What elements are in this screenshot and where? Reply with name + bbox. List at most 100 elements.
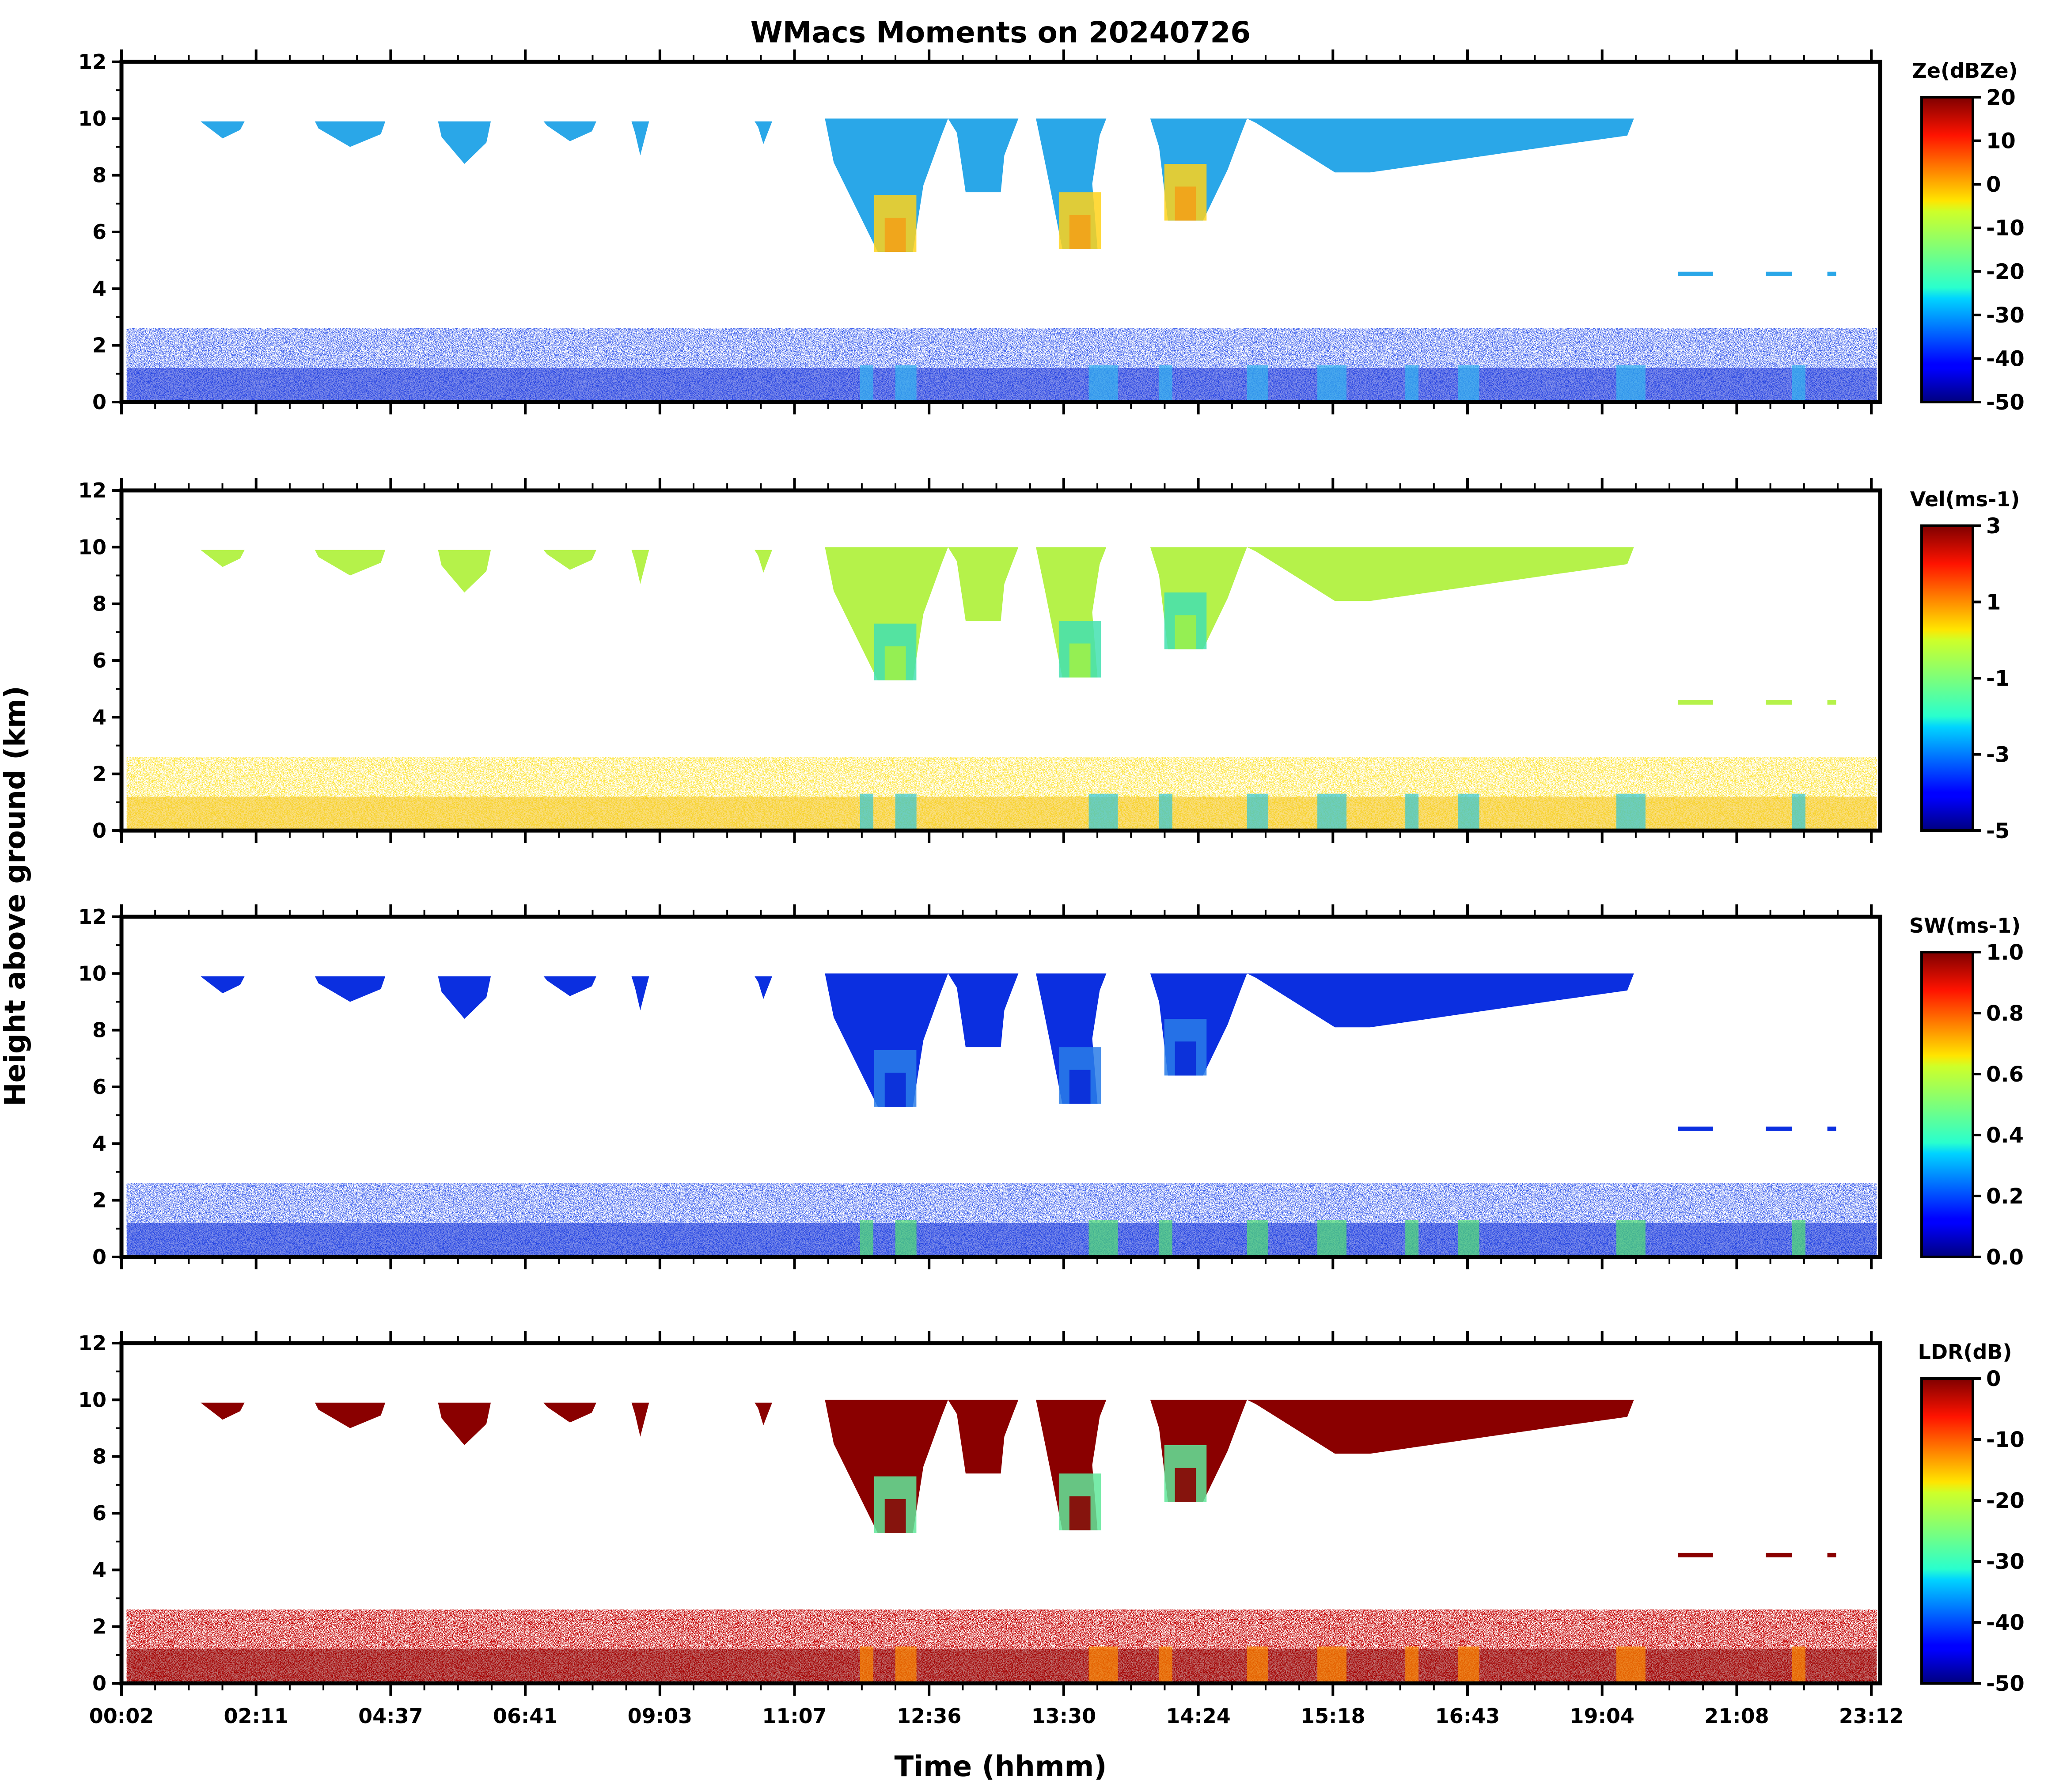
x-tick-label: 00:02	[89, 1704, 154, 1728]
colorbar-tick-label: 0.4	[1986, 1123, 2024, 1148]
panel-ze: 0 2 4 6 8 10 12 Ze(dBZe)20 10 0 -10 -20 -30 -40 -50	[78, 49, 2025, 415]
bl-cell	[1247, 793, 1268, 831]
thin-layer	[1766, 271, 1792, 276]
colorbar-tick-label: -30	[1986, 1549, 2025, 1574]
colorbar	[1920, 96, 1974, 403]
bl-cell	[1088, 1220, 1118, 1257]
colorbar-tick-label: -20	[1986, 259, 2025, 284]
y-tick-label: 6	[92, 1075, 106, 1099]
data-field-sw	[126, 973, 1877, 1257]
colorbar-title: LDR(dB)	[1918, 1340, 2012, 1364]
thin-layer	[1766, 1126, 1792, 1131]
thin-layer	[1766, 700, 1792, 705]
y-tick-label: 12	[78, 905, 106, 929]
thin-layer	[1827, 700, 1836, 705]
cloud-cell	[1247, 973, 1634, 1028]
cloud-cell	[1247, 547, 1634, 601]
y-tick-label: 8	[92, 163, 106, 187]
bl-cell	[1458, 1220, 1479, 1257]
cloud-cell	[1247, 1400, 1634, 1454]
bl-cell	[1317, 1220, 1347, 1257]
cloud-core-center	[1069, 1496, 1091, 1530]
data-field-ldr	[126, 1400, 1877, 1683]
panel-ldr: 0 2 4 6 8 10 12 00:02 02:11 04:37 06:41 09:03 11:07 1…	[78, 1331, 2025, 1728]
bl-cell	[1317, 1646, 1347, 1683]
cirrus-patch	[755, 550, 772, 573]
bl-cell	[1458, 1646, 1479, 1683]
cirrus-patch	[315, 550, 386, 576]
y-tick-label: 0	[92, 1671, 106, 1695]
colorbar-tick-label: -50	[1986, 390, 2025, 415]
bl-cell	[1616, 365, 1646, 402]
cloud-cell	[948, 547, 1019, 621]
cloud-core-center	[1175, 615, 1196, 649]
bl-cell	[1792, 1646, 1805, 1683]
cirrus-patch	[543, 976, 596, 996]
thin-layer	[1827, 1553, 1836, 1557]
cloud-core-center	[884, 646, 906, 680]
colorbar-tick-label: 0.2	[1986, 1184, 2024, 1209]
panel-sw: 0 2 4 6 8 10 12 SW(ms-1)1.0 0.8 0.6 0.4 0.2 0.0	[78, 904, 2024, 1270]
thin-layer	[1678, 1553, 1713, 1557]
cloud-core-center	[1175, 1041, 1196, 1076]
bl-cell	[1317, 365, 1347, 402]
cirrus-patch	[631, 976, 649, 1010]
cloud-core-center	[1069, 215, 1091, 249]
cirrus-patch	[755, 121, 772, 144]
bl-cell	[1159, 793, 1172, 831]
figure-title: WMacs Moments on 20240726	[751, 15, 1251, 49]
bl-cell	[1405, 1220, 1419, 1257]
colorbar-tick-label: -30	[1986, 303, 2025, 328]
bl-cell	[1616, 793, 1646, 831]
y-tick-label: 12	[78, 478, 106, 502]
cirrus-patch	[543, 1402, 596, 1423]
cloud-core-center	[884, 1072, 906, 1107]
bl-cell	[1247, 1646, 1268, 1683]
cirrus-patch	[315, 121, 386, 147]
boundary-layer-dense	[126, 1649, 1877, 1683]
y-tick-label: 4	[92, 1131, 106, 1155]
colorbar	[1920, 1377, 1974, 1685]
bl-cell	[1405, 793, 1419, 831]
bl-cell	[1317, 793, 1347, 831]
y-tick-label: 10	[78, 1388, 106, 1412]
x-tick-label: 23:12	[1839, 1704, 1904, 1728]
cloud-core-center	[1069, 643, 1091, 678]
x-tick-label: 14:24	[1166, 1704, 1230, 1728]
bl-cell	[1616, 1220, 1646, 1257]
bl-cell	[1247, 1220, 1268, 1257]
cloud-cell	[825, 118, 948, 252]
bl-cell	[895, 793, 917, 831]
y-tick-label: 2	[92, 762, 106, 786]
cloud-cell	[825, 1400, 948, 1533]
x-tick-label: 11:07	[762, 1704, 827, 1728]
x-tick-label: 12:36	[897, 1704, 961, 1728]
cloud-cell	[1247, 118, 1634, 173]
y-tick-label: 10	[78, 106, 106, 130]
x-tick-label: 19:04	[1570, 1704, 1634, 1728]
cirrus-patch	[631, 1402, 649, 1437]
thin-layer	[1766, 1553, 1792, 1557]
cloud-cell	[948, 1400, 1019, 1474]
x-tick-label: 09:03	[628, 1704, 692, 1728]
bl-cell	[1792, 1220, 1805, 1257]
cirrus-patch	[543, 121, 596, 141]
cirrus-patch	[315, 1402, 386, 1428]
bl-cell	[895, 1646, 917, 1683]
cloud-core-center	[1069, 1070, 1091, 1104]
bl-cell	[860, 1646, 874, 1683]
bl-cell	[1792, 793, 1805, 831]
y-tick-label: 6	[92, 220, 106, 244]
cloud-core-center	[1175, 186, 1196, 221]
colorbar-tick-label: 0.0	[1986, 1245, 2024, 1270]
bl-cell	[1458, 793, 1479, 831]
bl-cell	[1159, 365, 1172, 402]
colorbar-tick-label: -20	[1986, 1488, 2025, 1513]
bl-cell	[1405, 1646, 1419, 1683]
colorbar-tick-label: 20	[1986, 85, 2016, 110]
bl-cell	[1792, 365, 1805, 402]
boundary-layer-dense	[126, 1223, 1877, 1257]
cloud-cell	[948, 118, 1019, 193]
bl-cell	[860, 1220, 874, 1257]
